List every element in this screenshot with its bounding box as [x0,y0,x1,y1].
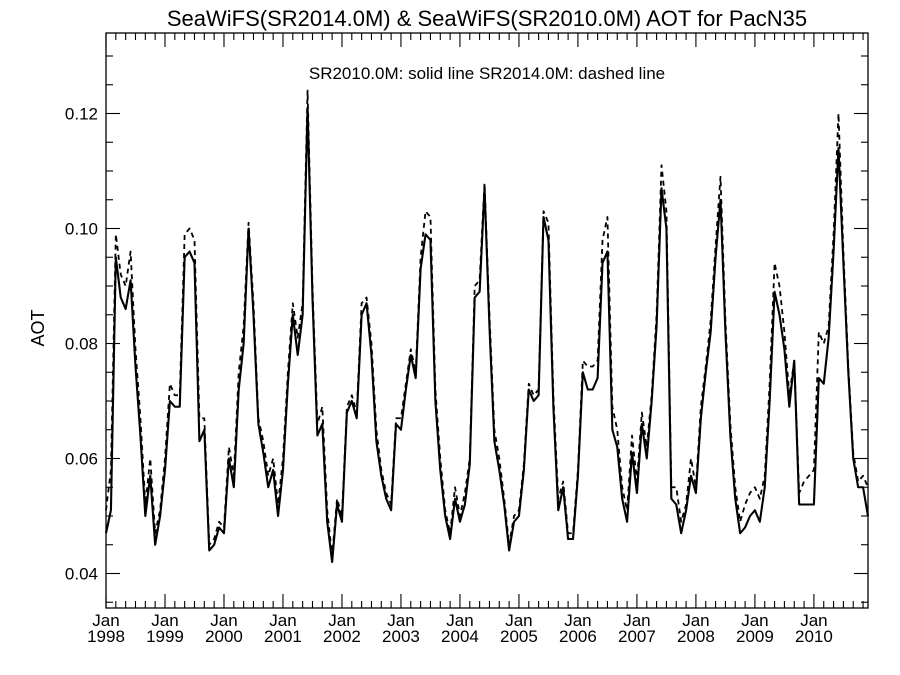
x-tick-month-label: Jan [800,611,827,630]
x-tick-year-label: 1999 [146,627,184,646]
x-tick-month-label: Jan [446,611,473,630]
x-tick-month-label: Jan [505,611,532,630]
x-tick-month-label: Jan [564,611,591,630]
x-tick-year-label: 1998 [87,627,125,646]
x-tick-year-label: 2003 [382,627,420,646]
x-ticks: Jan1998Jan1999Jan2000Jan2001Jan2002Jan20… [87,33,864,646]
legend-annotation: SR2010.0M: solid line SR2014.0M: dashed … [309,64,665,83]
x-tick-year-label: 2002 [323,627,361,646]
x-tick-month-label: Jan [387,611,414,630]
y-axis-label: AOT [28,309,48,346]
y-tick-label: 0.10 [65,220,98,239]
x-tick-month-label: Jan [210,611,237,630]
series-line-solid [104,106,870,564]
x-tick-year-label: 2008 [677,627,715,646]
x-tick-month-label: Jan [151,611,178,630]
x-tick-month-label: Jan [682,611,709,630]
x-tick-month-label: Jan [269,611,296,630]
x-tick-year-label: 2006 [559,627,597,646]
x-tick-year-label: 2001 [264,627,302,646]
x-tick-month-label: Jan [623,611,650,630]
chart-title: SeaWiFS(SR2014.0M) & SeaWiFS(SR2010.0M) … [167,6,807,31]
x-tick-year-label: 2000 [205,627,243,646]
y-tick-label: 0.08 [65,335,98,354]
x-tick-year-label: 2010 [795,627,833,646]
y-tick-label: 0.06 [65,450,98,469]
series-layer [104,89,870,564]
x-tick-year-label: 2007 [618,627,656,646]
y-tick-label: 0.12 [65,105,98,124]
x-tick-year-label: 2005 [500,627,538,646]
plot-frame [105,32,869,609]
x-tick-month-label: Jan [741,611,768,630]
x-tick-month-label: Jan [92,611,119,630]
y-tick-label: 0.04 [65,565,98,584]
x-tick-month-label: Jan [328,611,355,630]
series-line-dashed [105,89,869,558]
x-tick-year-label: 2004 [441,627,479,646]
x-tick-year-label: 2009 [736,627,774,646]
